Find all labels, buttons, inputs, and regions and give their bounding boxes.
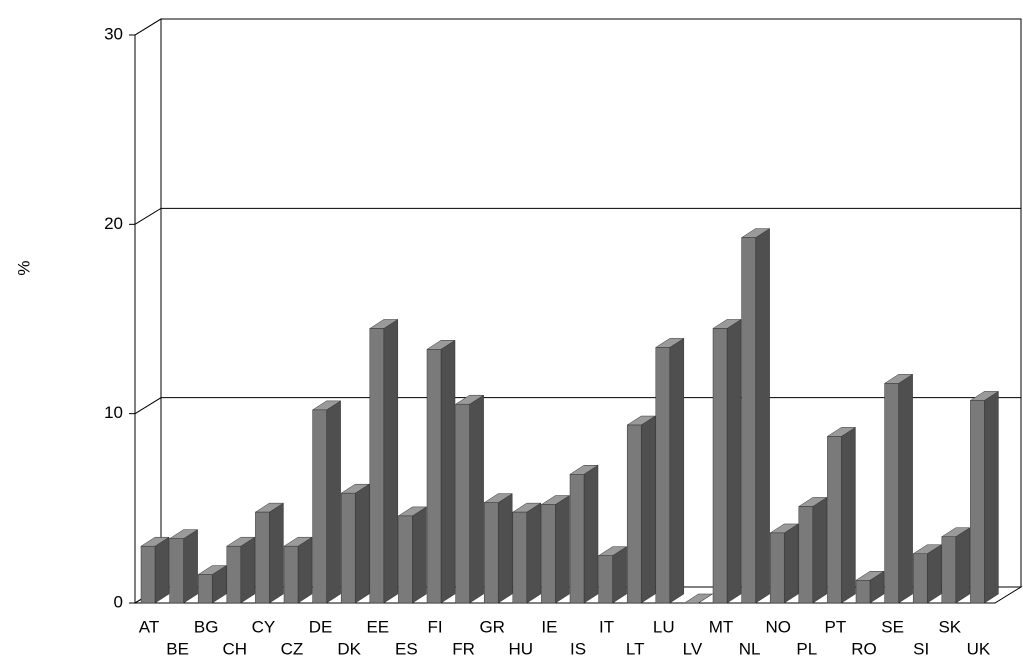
bar xyxy=(712,328,728,604)
x-tick-label: ES xyxy=(395,639,418,658)
bar-side xyxy=(183,529,198,604)
bar-side xyxy=(354,483,370,604)
bar-side xyxy=(412,506,427,604)
bar xyxy=(398,515,413,604)
x-tick-label: FR xyxy=(452,639,475,658)
x-tick-label: PT xyxy=(825,617,847,636)
side-wall xyxy=(134,18,162,604)
bar-side xyxy=(612,546,627,604)
x-tick-label: SI xyxy=(913,639,929,658)
bar-side xyxy=(269,502,284,604)
bar xyxy=(312,409,327,604)
bar-side xyxy=(240,536,256,604)
bar xyxy=(626,424,642,604)
y-tick-label: 10 xyxy=(104,403,123,422)
x-tick-label: LV xyxy=(683,639,703,658)
x-tick-label: HU xyxy=(509,639,534,658)
bar-side xyxy=(726,319,742,604)
x-tick-label: NL xyxy=(739,639,761,658)
bar xyxy=(655,347,671,604)
bar-side xyxy=(497,493,513,604)
bar-side xyxy=(297,536,313,604)
bar-side xyxy=(955,527,971,604)
bar-side xyxy=(755,228,770,604)
bar-top xyxy=(683,593,714,604)
x-tick-label: LT xyxy=(626,639,645,658)
bar xyxy=(512,511,528,604)
bar xyxy=(255,511,270,604)
bar xyxy=(970,400,985,604)
bar xyxy=(741,237,756,604)
bar-side xyxy=(383,319,399,604)
bar-side xyxy=(783,523,799,604)
bar-side xyxy=(841,426,856,604)
x-tick-label: NO xyxy=(765,617,791,636)
bar xyxy=(426,349,442,604)
x-tick-label: PL xyxy=(796,639,817,658)
bar xyxy=(369,328,385,604)
y-tick-label: 0 xyxy=(114,592,123,611)
bar xyxy=(769,532,785,604)
bar-side xyxy=(526,502,542,604)
bar-side xyxy=(154,536,170,604)
bar xyxy=(827,436,842,604)
bar-side xyxy=(926,544,942,604)
bar xyxy=(169,538,184,604)
bar-side xyxy=(469,394,484,604)
bar-side xyxy=(898,373,913,604)
bar-side xyxy=(440,339,456,604)
x-tick-label: CY xyxy=(252,617,276,636)
bar xyxy=(569,474,585,604)
x-tick-label: SK xyxy=(938,617,961,636)
bar-side xyxy=(326,400,341,604)
bar xyxy=(483,502,499,604)
bar xyxy=(197,574,213,604)
bar xyxy=(455,403,470,604)
x-tick-label: FI xyxy=(427,617,442,636)
bar-side xyxy=(640,415,656,604)
x-tick-label: LU xyxy=(653,617,675,636)
x-tick-label: RO xyxy=(851,639,877,658)
bar xyxy=(855,580,871,604)
x-tick-label: IT xyxy=(599,617,614,636)
x-tick-label: DK xyxy=(337,639,361,658)
bar xyxy=(598,555,613,604)
grid-line xyxy=(134,18,1021,36)
bar xyxy=(798,506,814,604)
bar xyxy=(884,383,899,604)
bar xyxy=(541,504,556,604)
bar xyxy=(912,553,928,604)
bar xyxy=(283,545,299,604)
x-tick-label: UK xyxy=(967,639,991,658)
bar xyxy=(340,492,356,604)
x-tick-label: BG xyxy=(194,617,219,636)
bar xyxy=(226,545,242,604)
bar xyxy=(140,545,156,604)
bar-side xyxy=(583,464,599,604)
x-tick-label: IS xyxy=(570,639,586,658)
x-tick-label: BE xyxy=(166,639,189,658)
x-tick-label: AT xyxy=(139,617,159,636)
bar-side xyxy=(984,390,999,604)
x-tick-label: EE xyxy=(366,617,389,636)
bar-side xyxy=(555,495,570,604)
x-tick-label: GR xyxy=(479,617,505,636)
x-tick-label: CH xyxy=(223,639,248,658)
grid-line xyxy=(134,207,1021,225)
x-tick-label: CZ xyxy=(281,639,304,658)
x-tick-label: MT xyxy=(709,617,734,636)
bar-side xyxy=(812,496,828,604)
x-tick-label: DE xyxy=(309,617,333,636)
x-tick-label: SE xyxy=(881,617,904,636)
bar-side xyxy=(669,337,685,604)
y-tick-label: 30 xyxy=(104,24,123,43)
bar xyxy=(941,536,957,604)
y-tick-label: 20 xyxy=(104,214,123,233)
y-axis-label: % xyxy=(14,260,33,275)
x-tick-label: IE xyxy=(541,617,557,636)
